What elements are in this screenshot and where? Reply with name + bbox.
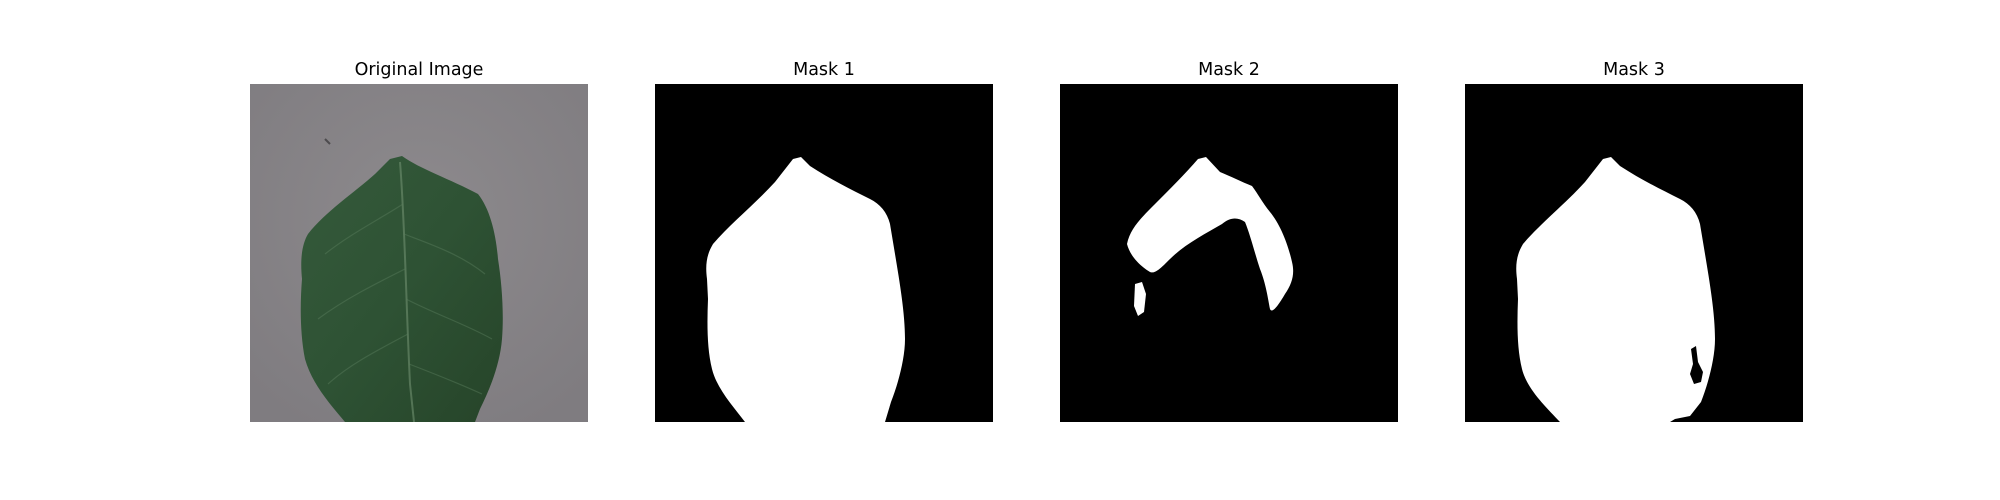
panel-title: Original Image: [354, 60, 484, 80]
mask-2-region: [1127, 157, 1294, 311]
panel-original-image: Original Image: [250, 58, 588, 422]
original-leaf-image: [250, 84, 588, 422]
leaf-shape: [300, 156, 503, 422]
mask-2-image: [1060, 84, 1398, 422]
leaf-midrib: [399, 161, 415, 422]
mask-3-image: [1465, 84, 1803, 422]
panel-mask-3: Mask 3: [1465, 58, 1803, 422]
mask-1-region: [706, 157, 905, 422]
mask-2-speckle: [1134, 282, 1146, 316]
mask-3-region: [1516, 157, 1715, 422]
mask-1-image: [655, 84, 993, 422]
panel-title: Mask 3: [1603, 60, 1665, 80]
leaf-veins: [317, 203, 493, 395]
speck: [324, 138, 331, 145]
mask-3-hole: [1690, 346, 1703, 384]
panel-title: Mask 2: [1198, 60, 1260, 80]
panel-title: Mask 1: [793, 60, 855, 80]
panel-mask-2: Mask 2: [1060, 58, 1398, 422]
panel-mask-1: Mask 1: [655, 58, 993, 422]
mask-background: [1060, 84, 1398, 422]
